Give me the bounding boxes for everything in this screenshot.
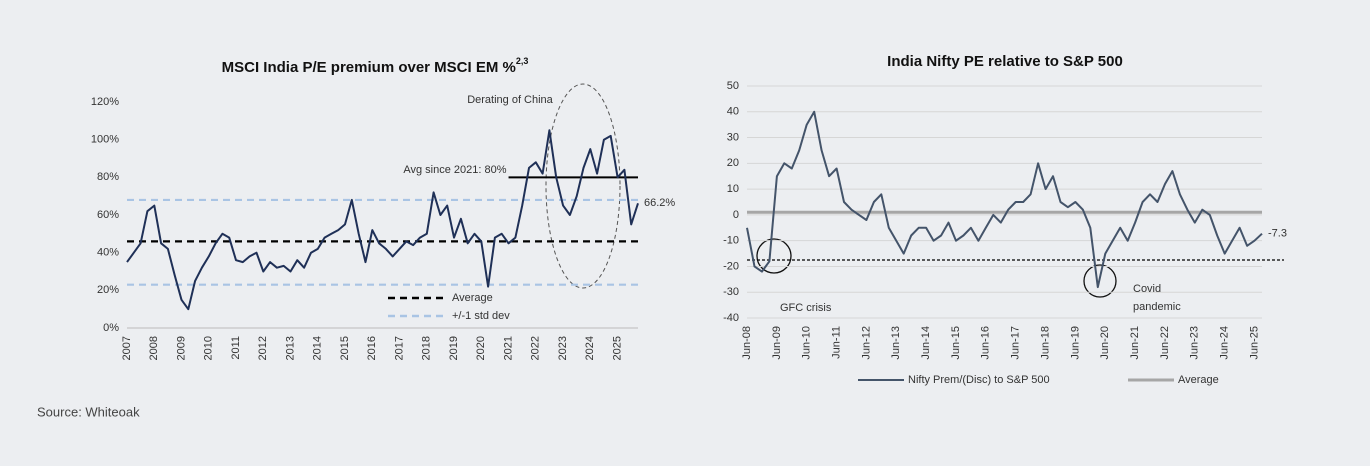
y-tick-label: -20	[723, 260, 739, 272]
x-tick-label: Jun-23	[1189, 326, 1201, 360]
x-tick-label: 2017	[393, 336, 405, 360]
x-tick-label: Jun-19	[1069, 326, 1081, 360]
highlight-circle	[756, 238, 792, 274]
y-tick-label: 20%	[97, 284, 119, 296]
x-tick-label: Jun-08	[741, 326, 753, 360]
y-tick-label: 60%	[97, 209, 119, 221]
x-tick-label: 2007	[121, 336, 133, 360]
x-tick-label: Jun-13	[890, 326, 902, 360]
x-tick-label: 2024	[584, 336, 596, 360]
x-tick-label: Jun-10	[801, 326, 813, 360]
legend-label: Nifty Prem/(Disc) to S&P 500	[908, 374, 1050, 386]
x-tick-label: 2015	[339, 336, 351, 360]
x-tick-label: Jun-24	[1219, 326, 1231, 360]
chart-title: MSCI India P/E premium over MSCI EM %2,3	[222, 56, 529, 76]
legend-label: +/-1 std dev	[452, 310, 510, 322]
series-line	[746, 110, 1263, 289]
y-tick-label: 40%	[97, 247, 119, 259]
x-tick-label: 2014	[312, 336, 324, 360]
chart-title: India Nifty PE relative to S&P 500	[887, 53, 1123, 70]
y-tick-label: 50	[727, 80, 739, 92]
highlight-circle	[1083, 264, 1117, 298]
x-tick-label: 2021	[502, 336, 514, 360]
x-tick-label: 2016	[366, 336, 378, 360]
x-tick-label: Jun-25	[1248, 326, 1260, 360]
title-sup: 2,3	[516, 56, 529, 66]
y-tick-label: -10	[723, 235, 739, 247]
x-tick-label: 2010	[203, 336, 215, 360]
x-tick-label: Jun-17	[1010, 326, 1022, 360]
x-tick-label: Jun-21	[1129, 326, 1141, 360]
annotation: Derating of China	[467, 94, 553, 106]
x-tick-label: 2020	[475, 336, 487, 360]
x-tick-label: 2012	[257, 336, 269, 360]
x-tick-label: 2011	[230, 336, 242, 360]
x-tick-label: Jun-16	[980, 326, 992, 360]
y-tick-label: -30	[723, 286, 739, 298]
series-line	[126, 129, 639, 311]
x-tick-label: 2022	[530, 336, 542, 360]
legend-label: Average	[1178, 374, 1219, 386]
x-tick-label: Jun-11	[830, 326, 842, 359]
y-tick-label: -40	[723, 312, 739, 324]
x-tick-label: 2018	[421, 336, 433, 360]
y-tick-label: 30	[727, 131, 739, 143]
value-label: -7.3	[1268, 228, 1287, 240]
annotation: pandemic	[1133, 301, 1181, 313]
y-tick-label: 80%	[97, 171, 119, 183]
x-tick-label: Jun-15	[950, 326, 962, 360]
source: Source: Whiteoak	[37, 404, 140, 419]
y-tick-label: 100%	[91, 134, 119, 146]
x-tick-label: 2025	[611, 336, 623, 360]
x-tick-label: 2019	[448, 336, 460, 360]
y-tick-label: 40	[727, 106, 739, 118]
y-tick-label: 0	[733, 209, 739, 221]
x-tick-label: Jun-14	[920, 326, 932, 360]
x-tick-label: 2023	[557, 336, 569, 360]
x-tick-label: 2009	[175, 336, 187, 360]
reference-label: Avg since 2021: 80%	[403, 164, 506, 176]
annotation: GFC crisis	[780, 302, 832, 314]
legend-label: Average	[452, 292, 493, 304]
y-tick-label: 120%	[91, 96, 119, 108]
y-tick-label: 0%	[103, 322, 119, 334]
x-tick-label: Jun-18	[1039, 326, 1051, 360]
x-tick-label: Jun-22	[1159, 326, 1171, 360]
x-tick-label: 2013	[284, 336, 296, 360]
annotation: Covid	[1133, 283, 1161, 295]
x-tick-label: 2008	[148, 336, 160, 360]
x-tick-label: Jun-09	[771, 326, 783, 360]
highlight-ellipse	[545, 83, 621, 289]
y-tick-label: 10	[727, 183, 739, 195]
x-tick-label: Jun-12	[860, 326, 872, 360]
y-tick-label: 20	[727, 157, 739, 169]
value-label: 66.2%	[644, 197, 675, 209]
title-text: MSCI India P/E premium over MSCI EM %	[222, 59, 516, 76]
x-tick-label: Jun-20	[1099, 326, 1111, 360]
